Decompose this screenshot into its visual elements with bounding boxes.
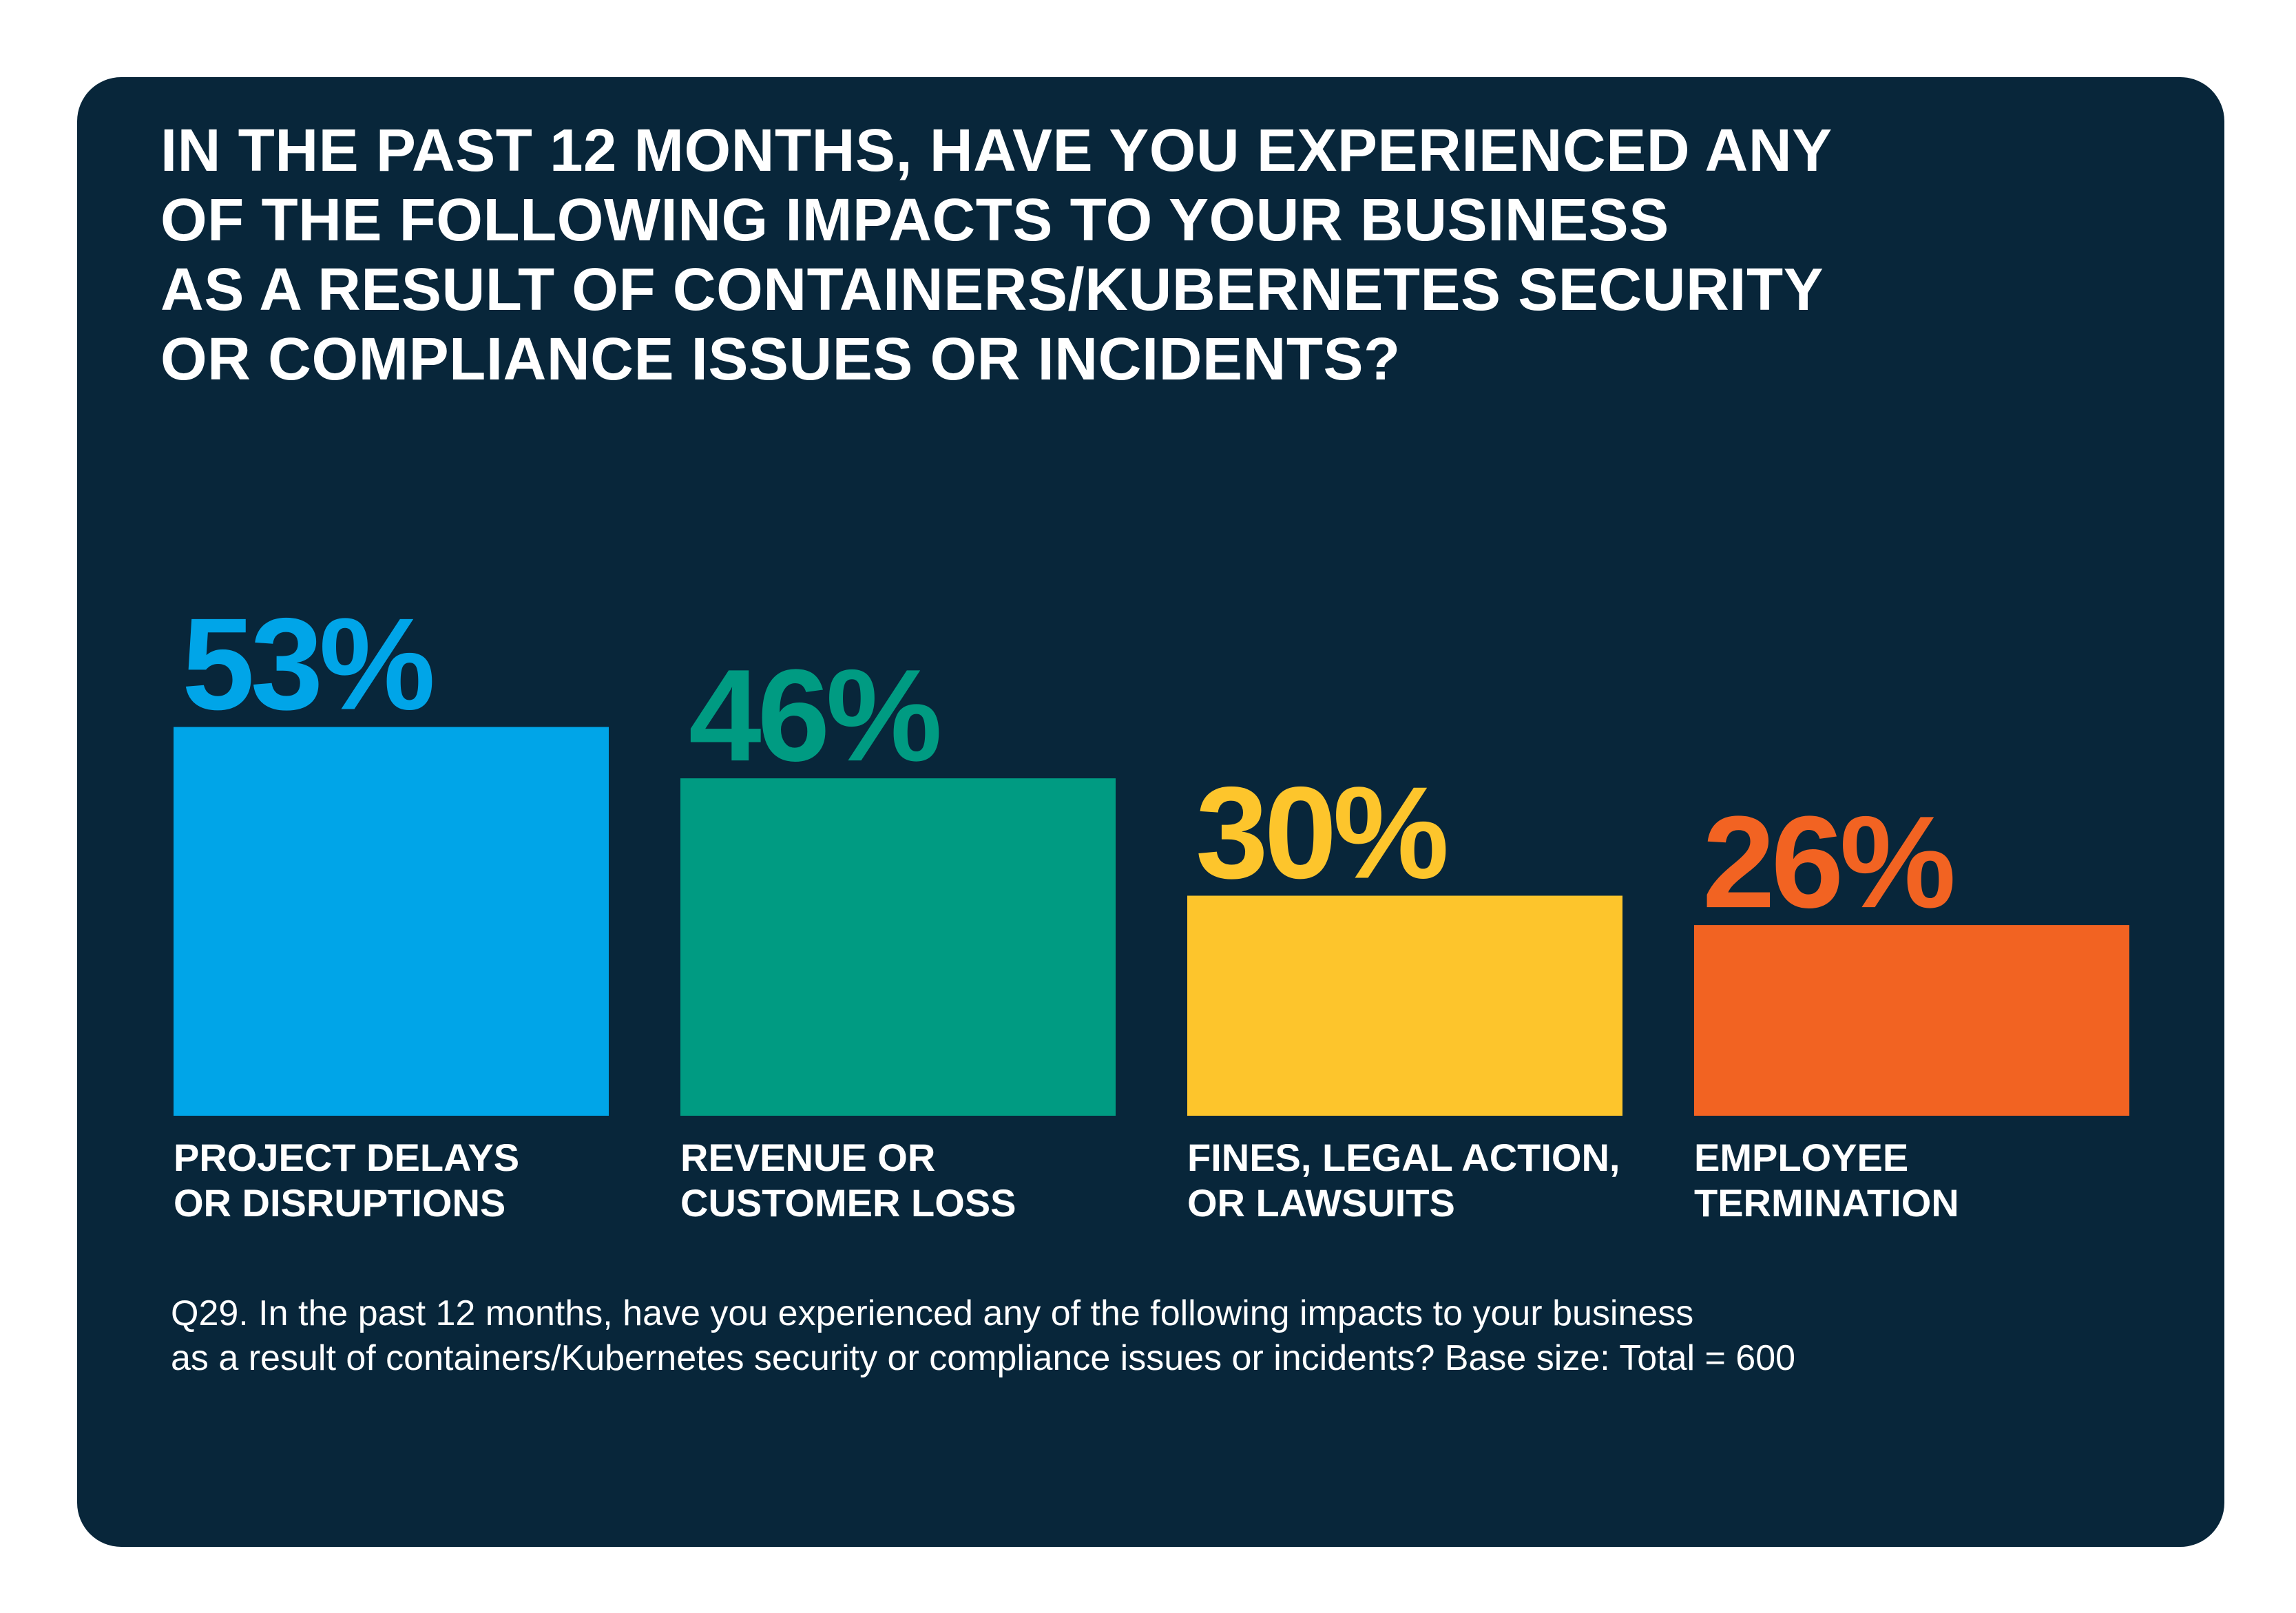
value-label-1: 46%	[689, 643, 939, 789]
bar-3	[1694, 925, 2129, 1116]
footnote-line: Q29. In the past 12 months, have you exp…	[171, 1293, 1694, 1333]
category-label-3-line-1: TERMINATION	[1694, 1181, 1959, 1225]
category-label-1-line-1: CUSTOMER LOSS	[680, 1181, 1016, 1225]
category-label-0-line-1: OR DISRUPTIONS	[174, 1181, 505, 1225]
category-label-1-line-0: REVENUE OR	[680, 1136, 935, 1179]
category-label-2-line-0: FINES, LEGAL ACTION,	[1187, 1136, 1620, 1179]
chart-title: IN THE PAST 12 MONTHS, HAVE YOU EXPERIEN…	[160, 116, 2089, 394]
value-label-3: 26%	[1702, 789, 1952, 935]
bar-0	[174, 727, 609, 1116]
footnote-line: as a result of containers/Kubernetes sec…	[171, 1338, 1796, 1378]
title-line: IN THE PAST 12 MONTHS, HAVE YOU EXPERIEN…	[160, 117, 1833, 184]
value-label-2: 30%	[1196, 760, 1446, 906]
bar-2	[1187, 895, 1622, 1116]
category-label-0-line-0: PROJECT DELAYS	[174, 1136, 519, 1179]
bar-1	[680, 778, 1116, 1116]
title-line: OR COMPLIANCE ISSUES OR INCIDENTS?	[160, 326, 1401, 393]
footnote: Q29. In the past 12 months, have you exp…	[171, 1291, 2099, 1381]
category-label-3-line-0: EMPLOYEE	[1694, 1136, 1908, 1179]
title-line: OF THE FOLLOWING IMPACTS TO YOUR BUSINES…	[160, 187, 1669, 253]
category-label-2-line-1: OR LAWSUITS	[1187, 1181, 1455, 1225]
value-label-0: 53%	[182, 592, 432, 738]
title-line: AS A RESULT OF CONTAINERS/KUBERNETES SEC…	[160, 256, 1824, 323]
